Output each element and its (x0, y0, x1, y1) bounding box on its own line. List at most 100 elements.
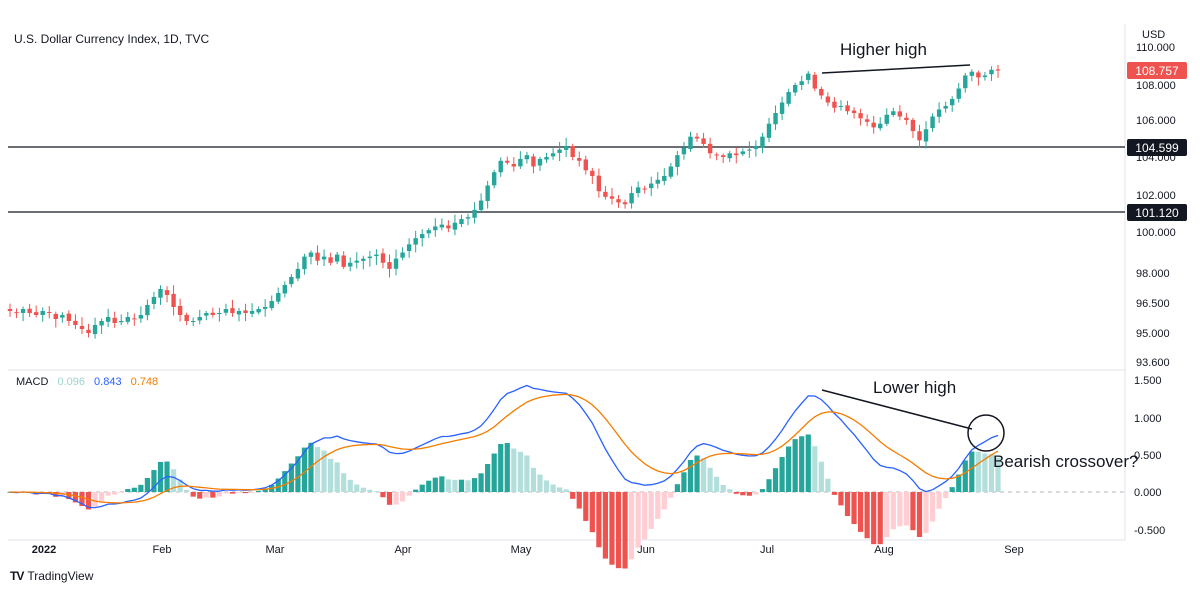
price-tick-label: 110.000 (1136, 42, 1175, 54)
time-tick-label: 2022 (32, 544, 56, 556)
histogram-bar (929, 492, 936, 522)
candle-body (119, 321, 124, 323)
candle (603, 186, 608, 200)
candle-body (321, 256, 327, 260)
candle-body (524, 155, 530, 160)
candle (472, 202, 477, 224)
candle-body (406, 244, 412, 252)
level-badge-104599 (1127, 139, 1187, 156)
candle (197, 309, 202, 325)
candle-body (642, 188, 647, 190)
candle (727, 150, 732, 163)
histogram-bar (295, 456, 301, 492)
candle-body (936, 109, 942, 117)
candle (452, 214, 458, 236)
currency-label: USD (1142, 29, 1165, 41)
histogram-bar (314, 447, 321, 492)
crossover-circle (967, 414, 1005, 452)
candle (60, 312, 65, 323)
histogram-bar (184, 489, 190, 492)
candle-body (982, 75, 988, 78)
candle (563, 137, 569, 157)
candle-body (7, 309, 13, 311)
histogram-bar (759, 489, 766, 492)
histogram-bar (151, 470, 157, 492)
histogram-bar (262, 488, 268, 492)
histogram-bar (321, 450, 327, 492)
candle (380, 248, 386, 269)
histogram-bar (694, 455, 700, 492)
candle-body (878, 123, 883, 129)
candle (642, 185, 647, 194)
candle (282, 281, 288, 298)
candle (138, 306, 144, 323)
candle-body (694, 136, 700, 139)
candle-body (904, 117, 909, 120)
candle-body (851, 110, 857, 113)
candle (956, 82, 961, 103)
histogram-bar (328, 458, 334, 492)
candle (884, 108, 889, 127)
histogram-bar (825, 478, 831, 492)
candle-body (511, 163, 517, 167)
histogram-bar (530, 467, 537, 492)
macd-legend[interactable]: MACD 0.096 0.843 0.748 (16, 376, 164, 388)
candle (158, 285, 163, 305)
candle (14, 308, 19, 319)
candle-body (79, 325, 85, 329)
histogram-bar (786, 446, 792, 492)
candle (949, 96, 955, 112)
candle-body (544, 157, 549, 160)
candle-body (171, 293, 176, 307)
candle-body (858, 113, 863, 119)
candle-body (819, 88, 824, 96)
candle (753, 140, 759, 157)
histogram-bar (903, 492, 909, 526)
candle-body (132, 318, 137, 320)
candle-body (766, 123, 772, 138)
histogram-bar (897, 492, 903, 527)
candle-body (387, 262, 392, 269)
candle-body (864, 119, 870, 122)
macd-tick-label: 0.000 (1134, 487, 1162, 499)
candle (864, 114, 870, 127)
candle (982, 71, 988, 81)
candle (217, 307, 222, 322)
candle (164, 286, 170, 303)
candle-body (649, 183, 654, 189)
price-tick-label: 102.000 (1136, 190, 1176, 202)
price-axis: 110.000108.000106.000104.000102.000100.0… (1136, 42, 1176, 369)
candle-body (871, 122, 876, 128)
candle (79, 317, 85, 335)
candle-body (400, 252, 405, 258)
histogram-bar (877, 492, 883, 545)
candle (361, 255, 366, 270)
candle (308, 250, 314, 265)
candle-body (420, 234, 425, 239)
candle (33, 305, 39, 318)
histogram-bar (792, 439, 798, 492)
candle (328, 252, 333, 266)
candle-body (249, 311, 255, 314)
candle (629, 186, 634, 209)
histogram-bar (563, 489, 569, 492)
histogram-bar (275, 478, 281, 492)
histogram-bar (367, 489, 373, 492)
candle (73, 314, 78, 329)
candle (720, 153, 726, 164)
candle-body (603, 191, 608, 197)
candle (616, 195, 621, 208)
tradingview-brand[interactable]: TV TradingView (10, 569, 93, 583)
candle-body (884, 114, 889, 124)
candle-body (583, 159, 588, 171)
histogram-bar (596, 492, 602, 548)
candle (204, 310, 209, 321)
candle (662, 168, 667, 186)
candle-body (989, 69, 994, 75)
histogram-bar (432, 477, 438, 492)
histogram-bar (628, 492, 635, 560)
candle-body (459, 219, 464, 225)
candle (465, 213, 471, 226)
candle (694, 132, 700, 142)
